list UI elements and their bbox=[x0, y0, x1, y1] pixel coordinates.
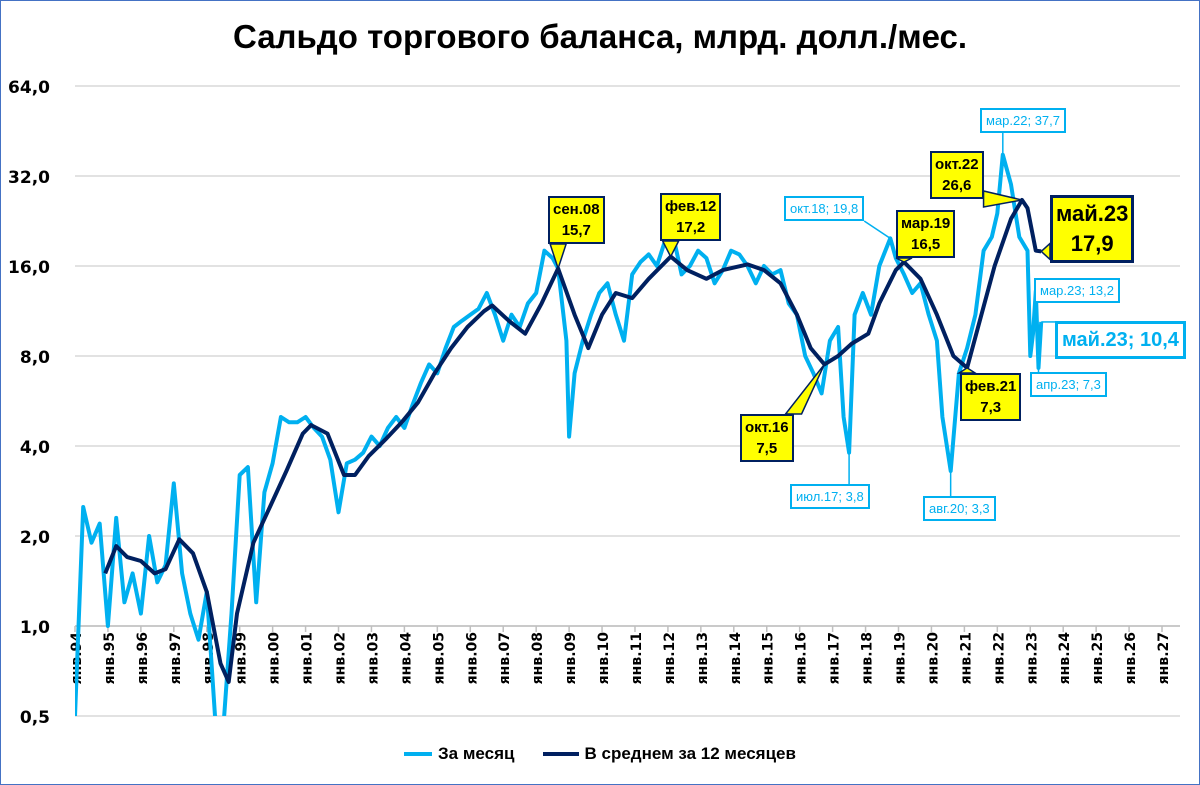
callout-monthly: мар.23; 13,2 bbox=[1034, 278, 1120, 303]
chart-title: Сальдо торгового баланса, млрд. долл./ме… bbox=[232, 18, 968, 55]
x-tick-label: янв.11 bbox=[629, 632, 645, 684]
callout-leader bbox=[863, 220, 891, 239]
callout-monthly: мар.22; 37,7 bbox=[980, 108, 1066, 133]
callout-pointer bbox=[895, 257, 913, 263]
callout-pointer bbox=[549, 243, 568, 271]
x-tick-label: янв.13 bbox=[695, 632, 711, 684]
callout-value: 7,3 bbox=[980, 399, 1002, 416]
callout-pointer bbox=[982, 190, 1023, 208]
callout-monthly: окт.18; 19,8 bbox=[784, 196, 865, 221]
x-tick-label: янв.27 bbox=[1156, 632, 1172, 684]
y-tick-label: 1,0 bbox=[20, 618, 50, 638]
series-line-monthly bbox=[75, 152, 1044, 716]
y-tick-label: 4,0 bbox=[20, 438, 50, 458]
y-tick-label: 64,0 bbox=[8, 78, 50, 98]
x-tick-label: янв.21 bbox=[958, 632, 974, 684]
x-tick-label: янв.05 bbox=[431, 632, 447, 684]
callout-label: мар.23; 13,2 bbox=[1040, 283, 1114, 298]
callout-label: окт.16 bbox=[745, 419, 789, 436]
x-tick-label: янв.26 bbox=[1123, 632, 1139, 684]
callout-label: мар.22; 37,7 bbox=[986, 113, 1060, 128]
x-tick-label: янв.95 bbox=[102, 632, 118, 684]
callout-label: апр.23; 7,3 bbox=[1036, 377, 1101, 392]
x-tick-label: янв.10 bbox=[596, 632, 612, 685]
x-tick-label: янв.02 bbox=[333, 632, 349, 684]
x-tick-label: янв.14 bbox=[728, 632, 744, 685]
legend-swatch-monthly bbox=[404, 752, 433, 756]
callout-avg12: май.23 17,9 bbox=[1050, 195, 1135, 263]
x-tick-label: янв.97 bbox=[168, 632, 184, 684]
legend-item-monthly: За месяц bbox=[404, 744, 515, 764]
x-tick-label: янв.03 bbox=[365, 632, 381, 684]
callout-monthly: июл.17; 3,8 bbox=[790, 484, 870, 509]
legend-label-monthly: За месяц bbox=[438, 744, 515, 763]
callout-pointer bbox=[1040, 241, 1051, 262]
x-tick-label: янв.99 bbox=[234, 632, 250, 684]
x-tick-label: янв.25 bbox=[1090, 632, 1106, 684]
callout-avg12: окт.16 7,5 bbox=[740, 414, 794, 462]
callout-label: окт.22 bbox=[935, 156, 979, 173]
x-tick-label: янв.17 bbox=[827, 632, 843, 684]
callout-pointer bbox=[784, 363, 826, 415]
callout-label: фев.12 bbox=[665, 198, 717, 215]
callout-value: 17,2 bbox=[676, 219, 706, 236]
x-tick-label: янв.18 bbox=[860, 632, 876, 684]
x-tick-label: янв.19 bbox=[893, 632, 909, 684]
callout-label: май.23 bbox=[1056, 201, 1129, 226]
callout-avg12: фев.12 17,2 bbox=[660, 193, 722, 241]
x-tick-label: янв.24 bbox=[1057, 632, 1073, 685]
x-tick-label: янв.20 bbox=[925, 632, 941, 685]
x-tick-label: янв.16 bbox=[794, 632, 810, 684]
y-tick-label: 0,5 bbox=[20, 708, 50, 728]
callout-pointer bbox=[661, 240, 680, 259]
legend-label-avg12: В среднем за 12 месяцев bbox=[584, 744, 796, 763]
legend-item-avg12: В среднем за 12 месяцев bbox=[542, 744, 796, 764]
callout-value: 7,5 bbox=[756, 440, 778, 457]
callout-avg12: сен.08 15,7 bbox=[548, 196, 605, 244]
x-tick-label: янв.07 bbox=[497, 632, 513, 684]
legend: За месяц В среднем за 12 месяцев bbox=[0, 744, 1200, 764]
y-tick-label: 8,0 bbox=[20, 348, 50, 368]
callout-label: мар.19 bbox=[901, 215, 951, 232]
callout-value: 15,7 bbox=[561, 222, 591, 239]
callout-label: сен.08 bbox=[553, 201, 600, 218]
callout-monthly: авг.20; 3,3 bbox=[923, 496, 996, 521]
y-tick-label: 2,0 bbox=[20, 528, 50, 548]
x-tick-label: янв.06 bbox=[464, 632, 480, 684]
x-tick-label: янв.04 bbox=[398, 632, 414, 685]
callout-avg12: мар.19 16,5 bbox=[896, 210, 956, 258]
callout-avg12: фев.21 7,3 bbox=[960, 373, 1022, 421]
callout-label: июл.17; 3,8 bbox=[796, 489, 864, 504]
x-tick-label: янв.01 bbox=[300, 632, 316, 684]
callout-monthly: апр.23; 7,3 bbox=[1030, 372, 1107, 397]
callout-label: авг.20; 3,3 bbox=[929, 501, 990, 516]
x-tick-label: янв.15 bbox=[761, 632, 777, 684]
x-tick-label: янв.12 bbox=[662, 632, 678, 684]
x-tick-label: янв.96 bbox=[135, 632, 151, 684]
x-tick-label: янв.22 bbox=[991, 632, 1007, 684]
callout-monthly: май.23; 10,4 bbox=[1055, 321, 1186, 359]
x-tick-label: янв.09 bbox=[563, 632, 579, 684]
callout-label: май.23; 10,4 bbox=[1062, 329, 1179, 351]
callout-value: 16,5 bbox=[911, 236, 941, 253]
series-line-avg12 bbox=[103, 198, 1042, 684]
x-tick-label: янв.23 bbox=[1024, 632, 1040, 684]
callout-label: фев.21 bbox=[965, 378, 1017, 395]
callout-value: 17,9 bbox=[1070, 231, 1114, 256]
y-tick-label: 16,0 bbox=[8, 258, 50, 278]
x-tick-label: янв.08 bbox=[530, 632, 546, 684]
y-tick-label: 32,0 bbox=[8, 168, 50, 188]
callout-avg12: окт.22 26,6 bbox=[930, 151, 984, 199]
callout-value: 26,6 bbox=[942, 177, 972, 194]
x-tick-label: янв.00 bbox=[267, 632, 283, 685]
callout-label: окт.18; 19,8 bbox=[790, 201, 859, 216]
legend-swatch-avg12 bbox=[542, 752, 579, 756]
